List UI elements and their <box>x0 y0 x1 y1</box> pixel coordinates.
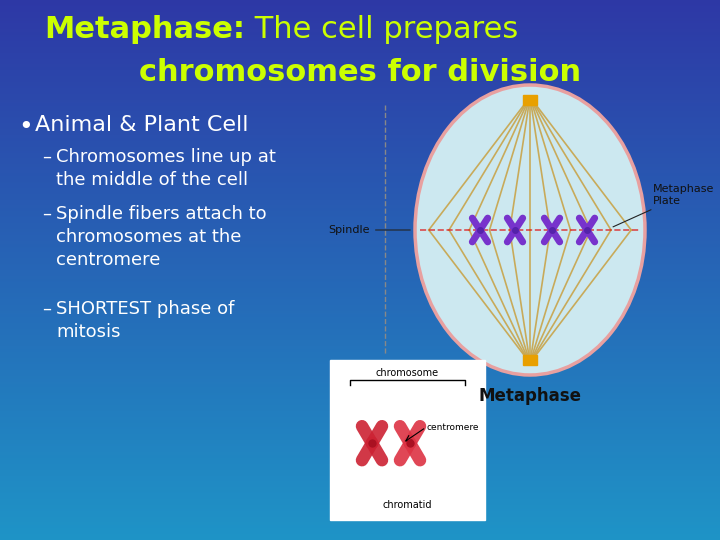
Text: –: – <box>42 205 51 223</box>
Text: centromere: centromere <box>426 423 479 431</box>
Text: Metaphase:: Metaphase: <box>44 15 245 44</box>
Text: Metaphase
Plate: Metaphase Plate <box>613 184 714 227</box>
Text: –: – <box>42 148 51 166</box>
Text: •: • <box>18 115 32 139</box>
Text: Animal & Plant Cell: Animal & Plant Cell <box>35 115 248 135</box>
Bar <box>523 355 537 365</box>
Bar <box>523 95 537 105</box>
Text: Chromosomes line up at
the middle of the cell: Chromosomes line up at the middle of the… <box>56 148 276 189</box>
Text: Metaphase: Metaphase <box>479 387 582 405</box>
Text: Spindle: Spindle <box>328 225 410 235</box>
Ellipse shape <box>415 85 645 375</box>
Bar <box>330 360 485 520</box>
Text: chromosomes for division: chromosomes for division <box>139 58 581 87</box>
Text: chromatid: chromatid <box>383 500 432 510</box>
Text: SHORTEST phase of
mitosis: SHORTEST phase of mitosis <box>56 300 235 341</box>
Text: Spindle fibers attach to
chromosomes at the
centromere: Spindle fibers attach to chromosomes at … <box>56 205 266 269</box>
Text: chromosome: chromosome <box>376 368 439 378</box>
Text: –: – <box>42 300 51 318</box>
Text: The cell prepares: The cell prepares <box>245 15 518 44</box>
